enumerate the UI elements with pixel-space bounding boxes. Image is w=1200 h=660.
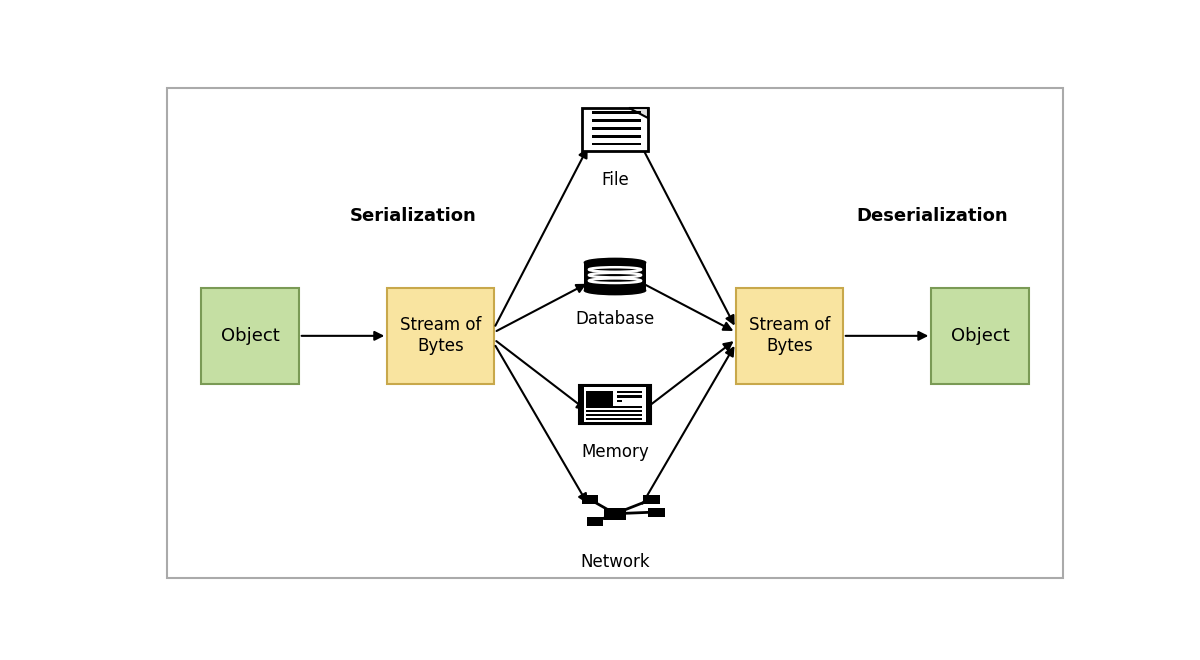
FancyBboxPatch shape: [592, 112, 641, 114]
FancyBboxPatch shape: [592, 127, 641, 130]
Text: Object: Object: [221, 327, 280, 345]
FancyBboxPatch shape: [592, 135, 641, 137]
Text: Stream of
Bytes: Stream of Bytes: [749, 316, 830, 355]
Ellipse shape: [584, 258, 646, 267]
FancyBboxPatch shape: [584, 263, 646, 290]
FancyBboxPatch shape: [586, 410, 642, 412]
Text: Stream of
Bytes: Stream of Bytes: [400, 316, 481, 355]
Ellipse shape: [584, 286, 646, 294]
FancyBboxPatch shape: [586, 418, 642, 420]
FancyBboxPatch shape: [586, 406, 642, 409]
FancyBboxPatch shape: [583, 387, 647, 422]
FancyBboxPatch shape: [582, 108, 648, 151]
Text: File: File: [601, 171, 629, 189]
FancyBboxPatch shape: [605, 508, 625, 519]
Text: Database: Database: [575, 310, 655, 329]
FancyBboxPatch shape: [388, 288, 494, 384]
FancyBboxPatch shape: [202, 288, 299, 384]
FancyBboxPatch shape: [592, 143, 641, 145]
FancyBboxPatch shape: [586, 414, 642, 416]
FancyBboxPatch shape: [643, 495, 660, 504]
FancyBboxPatch shape: [618, 391, 642, 393]
FancyBboxPatch shape: [586, 391, 612, 407]
FancyBboxPatch shape: [736, 288, 842, 384]
FancyBboxPatch shape: [582, 495, 598, 504]
FancyBboxPatch shape: [578, 385, 652, 424]
FancyBboxPatch shape: [931, 288, 1028, 384]
Text: Memory: Memory: [581, 443, 649, 461]
Polygon shape: [629, 108, 648, 118]
FancyBboxPatch shape: [648, 508, 665, 517]
Text: Object: Object: [950, 327, 1009, 345]
Text: Serialization: Serialization: [350, 207, 476, 226]
FancyBboxPatch shape: [618, 400, 623, 403]
Text: Network: Network: [580, 553, 650, 571]
FancyBboxPatch shape: [592, 119, 641, 122]
FancyBboxPatch shape: [587, 517, 604, 526]
FancyBboxPatch shape: [618, 395, 642, 398]
Text: Deserialization: Deserialization: [857, 207, 1008, 226]
